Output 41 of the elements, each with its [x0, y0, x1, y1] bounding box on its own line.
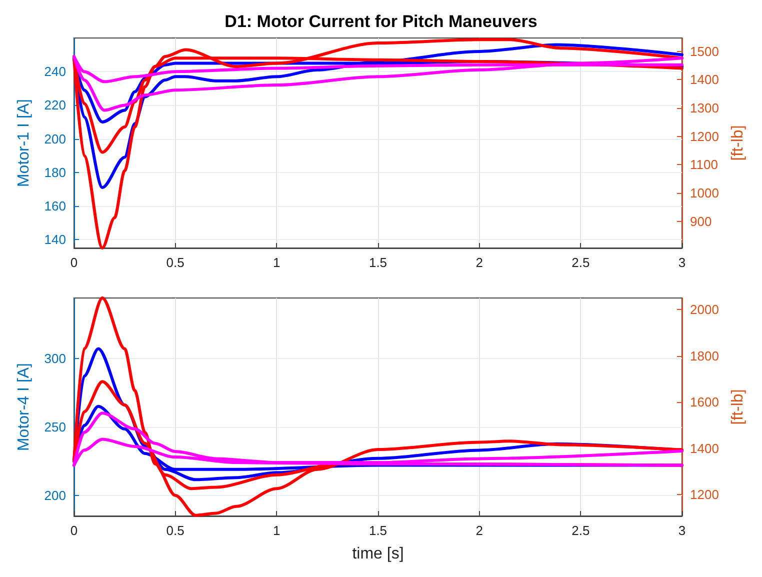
y2-tick-label: 1500 — [690, 44, 719, 59]
chart-title: D1: Motor Current for Pitch Maneuvers — [224, 12, 538, 31]
y2-tick-label: 1100 — [690, 157, 718, 172]
y-tick-label: 220 — [44, 98, 66, 113]
y2-tick-label: 1200 — [690, 487, 719, 502]
y2-tick-label: 2000 — [690, 302, 719, 318]
y2-tick-label: 1600 — [690, 394, 719, 410]
x-tick-label: 0.5 — [166, 523, 184, 538]
y2-tick-label: 1800 — [690, 348, 719, 364]
y-tick-label: 180 — [44, 164, 66, 180]
y-tick-label: 250 — [44, 419, 66, 434]
y-axis-title: Motor-4 I [A] — [16, 362, 32, 452]
x-tick-label: 0.5 — [166, 255, 184, 270]
y-tick-label: 200 — [44, 131, 66, 146]
x-tick-label: 1.5 — [368, 255, 388, 270]
y2-axis-title: [ft-lb] — [730, 389, 746, 425]
x-tick-label: 1.5 — [368, 523, 388, 538]
x-tick-label: 2 — [476, 255, 483, 270]
y-tick-label: 300 — [44, 350, 66, 366]
y2-tick-label: 1200 — [690, 128, 719, 144]
x-axis-title: time [s] — [352, 546, 404, 562]
y2-tick-label: 1300 — [690, 100, 719, 116]
x-tick-label: 0 — [70, 523, 78, 538]
x-tick-label: 2.5 — [572, 255, 590, 270]
y2-tick-label: 1400 — [690, 72, 719, 88]
x-tick-label: 3 — [678, 523, 686, 538]
x-tick-label: 2.5 — [572, 523, 590, 538]
x-tick-label: 3 — [678, 255, 686, 270]
x-tick-label: 1 — [273, 523, 280, 538]
y-axis-title: Motor-1 I [A] — [16, 98, 32, 188]
x-tick-label: 0 — [70, 255, 78, 270]
x-tick-label: 2 — [476, 523, 483, 538]
y-tick-label: 240 — [44, 64, 66, 80]
y-tick-label: 160 — [44, 198, 66, 214]
y2-tick-label: 900 — [690, 214, 712, 229]
y-tick-label: 140 — [44, 232, 66, 248]
y-tick-label: 200 — [44, 488, 66, 503]
y2-tick-label: 1000 — [690, 186, 719, 201]
y2-axis-title: [ft-lb] — [730, 125, 746, 161]
x-tick-label: 1 — [273, 255, 280, 270]
y2-tick-label: 1400 — [690, 440, 719, 456]
